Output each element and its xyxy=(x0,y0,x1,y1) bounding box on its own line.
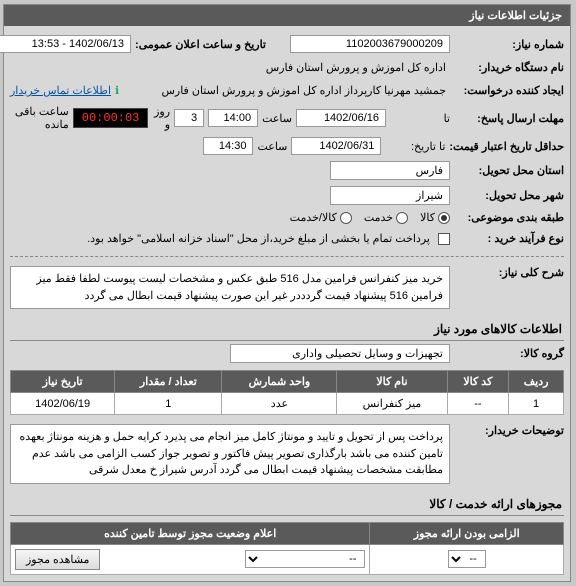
radio-service-label: خدمت xyxy=(365,211,394,224)
col-code: کد کالا xyxy=(448,371,510,393)
radio-dot-icon xyxy=(439,212,451,224)
col-date: تاریخ نیاز xyxy=(12,371,116,393)
col-row: ردیف xyxy=(510,371,565,393)
city-value: شیراز xyxy=(331,186,451,205)
requester-label: ایجاد کننده درخواست: xyxy=(455,84,565,97)
panel-body: شماره نیاز: 1102003679000209 تاریخ و ساع… xyxy=(5,26,571,581)
public-dt-value: 1402/06/13 - 13:53 xyxy=(0,35,132,53)
time-label-2: ساعت xyxy=(258,140,288,153)
deadline-date: 1402/06/16 xyxy=(297,109,387,127)
info-icon: ℹ xyxy=(116,84,120,97)
credit-label: حداقل تاریخ اعتبار قیمت: xyxy=(450,140,565,153)
cell-qty: 1 xyxy=(116,393,223,415)
public-dt-label: تاریخ و ساعت اعلان عمومی: xyxy=(136,38,267,51)
requester-value: جمشید مهرنیا کارپرداز اداره کل اموزش و پ… xyxy=(158,82,451,99)
view-permit-button[interactable]: مشاهده مجوز xyxy=(16,549,101,570)
goods-table: ردیف کد کالا نام کالا واحد شمارش تعداد /… xyxy=(11,370,565,415)
col-status: اعلام وضعیت مجوز توسط تامین کننده xyxy=(12,522,371,544)
province-value: فارس xyxy=(331,161,451,180)
radio-goods[interactable]: کالا xyxy=(421,211,451,224)
permit-status-select[interactable]: -- xyxy=(246,550,366,568)
permit-row: -- -- مشاهده مجوز xyxy=(12,544,565,574)
to-label: تا xyxy=(391,112,451,125)
contact-link[interactable]: اطلاعات تماس خریدار xyxy=(11,84,112,97)
panel-title: جزئیات اطلاعات نیاز xyxy=(5,5,571,26)
deadline-time: 14:00 xyxy=(209,109,259,127)
permits-table: الزامی بودن ارائه مجوز اعلام وضعیت مجوز … xyxy=(11,522,565,575)
cell-row: 1 xyxy=(510,393,565,415)
days-left: 3 xyxy=(175,109,205,127)
category-radio-group: کالا خدمت کالا/خدمت xyxy=(291,211,451,224)
credit-to-label: تا تاریخ: xyxy=(386,140,446,153)
day-label: روز و xyxy=(153,105,171,131)
credit-time: 14:30 xyxy=(204,137,254,155)
buyer-org-label: نام دستگاه خریدار: xyxy=(455,61,565,74)
need-no-label: شماره نیاز: xyxy=(455,38,565,51)
need-no-value: 1102003679000209 xyxy=(291,35,451,53)
cell-date: 1402/06/19 xyxy=(12,393,116,415)
radio-service[interactable]: خدمت xyxy=(365,211,409,224)
radio-goods-label: کالا xyxy=(421,211,436,224)
radio-gs-label: کالا/خدمت xyxy=(291,211,338,224)
process-checkbox[interactable] xyxy=(439,233,451,245)
need-title-text: خرید میز کنفرانس فرامین مدل 516 طبق عکس … xyxy=(11,266,451,309)
process-label: نوع فرآیند خرید : xyxy=(455,232,565,245)
time-label-1: ساعت xyxy=(263,112,293,125)
table-row[interactable]: 1 -- میز کنفرانس عدد 1 1402/06/19 xyxy=(12,393,565,415)
buyer-notes-text: پرداخت پس از تحویل و تایید و مونتاژ کامل… xyxy=(11,424,451,484)
col-name: نام کالا xyxy=(338,371,448,393)
cell-code: -- xyxy=(448,393,510,415)
cell-unit: عدد xyxy=(223,393,338,415)
buyer-org-value: اداره کل اموزش و پرورش استان فارس xyxy=(263,59,451,76)
permits-title: مجوزهای ارائه خدمت / کالا xyxy=(11,493,565,516)
col-mandatory: الزامی بودن ارائه مجوز xyxy=(371,522,565,544)
radio-dot-icon xyxy=(341,212,353,224)
radio-goods-service[interactable]: کالا/خدمت xyxy=(291,211,353,224)
permit-mandatory-cell: -- xyxy=(371,544,565,574)
deadline-label: مهلت ارسال پاسخ: xyxy=(455,112,565,125)
city-label: شهر محل تحویل: xyxy=(455,189,565,202)
permit-status-cell: -- مشاهده مجوز xyxy=(12,544,371,574)
need-title-label: شرح کلی نیاز: xyxy=(455,266,565,279)
category-label: طبقه بندی موضوعی: xyxy=(455,211,565,224)
buyer-notes-label: توضیحات خریدار: xyxy=(455,424,565,437)
province-label: استان محل تحویل: xyxy=(455,164,565,177)
process-text: پرداخت تمام یا بخشی از مبلغ خرید،از محل … xyxy=(84,230,435,247)
radio-dot-icon xyxy=(397,212,409,224)
goods-section-title: اطلاعات کالاهای مورد نیاز xyxy=(11,318,565,341)
remaining-label: ساعت باقی مانده xyxy=(11,105,70,131)
col-unit: واحد شمارش xyxy=(223,371,338,393)
cell-name: میز کنفرانس xyxy=(338,393,448,415)
countdown-timer: 00:00:03 xyxy=(74,108,150,128)
permit-mandatory-select[interactable]: -- xyxy=(449,550,487,568)
col-qty: تعداد / مقدار xyxy=(116,371,223,393)
credit-date: 1402/06/31 xyxy=(292,137,382,155)
group-label: گروه کالا: xyxy=(455,347,565,360)
details-panel: جزئیات اطلاعات نیاز شماره نیاز: 11020036… xyxy=(4,4,572,582)
group-value: تجهیزات و وسایل تحصیلی واداری xyxy=(231,344,451,363)
